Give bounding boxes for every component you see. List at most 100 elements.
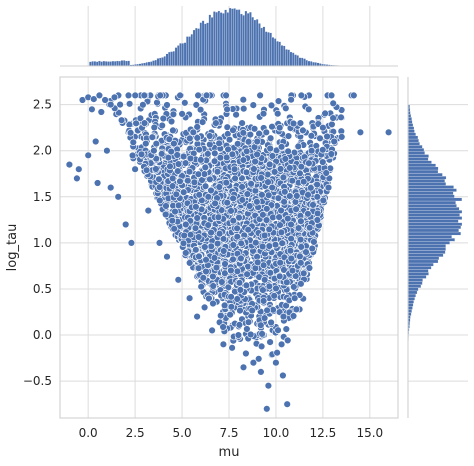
- scatter-point: [229, 217, 238, 225]
- scatter-point: [213, 168, 222, 176]
- marginal-x-bar: [197, 28, 200, 67]
- scatter-point: [238, 119, 246, 127]
- scatter-point: [131, 91, 139, 100]
- scatter-point: [283, 400, 291, 408]
- scatter-point: [350, 91, 358, 100]
- scatter-point: [201, 182, 210, 190]
- scatter-point: [287, 235, 295, 243]
- scatter-point: [259, 297, 268, 305]
- marginal-x-bar: [282, 45, 286, 67]
- marginal-x-bar: [145, 62, 149, 67]
- marginal-y-bar: [407, 256, 440, 261]
- scatter-point: [110, 93, 119, 102]
- scatter-point: [169, 126, 177, 135]
- scatter-point: [289, 312, 298, 320]
- scatter-point: [121, 220, 130, 229]
- scatter-point: [155, 239, 164, 247]
- marginal-x-bar: [305, 59, 308, 67]
- scatter-point: [128, 151, 137, 160]
- scatter-point: [158, 150, 166, 158]
- scatter-point: [124, 91, 133, 100]
- scatter-point: [288, 177, 296, 185]
- scatter-point: [384, 128, 393, 137]
- scatter-point: [176, 91, 184, 100]
- scatter-point: [219, 235, 228, 243]
- scatter-point: [277, 340, 286, 348]
- x-tick-label: 0.0: [79, 426, 98, 440]
- marginal-x-bar: [213, 11, 216, 67]
- scatter-point: [65, 160, 74, 169]
- scatter-point: [235, 214, 243, 222]
- scatter-point: [271, 168, 279, 176]
- marginal-x-bar: [217, 10, 221, 67]
- marginal-y-bar: [407, 303, 414, 307]
- scatter-point: [221, 260, 229, 268]
- scatter-point: [251, 157, 259, 166]
- scatter-point: [268, 122, 276, 131]
- scatter-point: [299, 126, 307, 135]
- scatter-point: [191, 224, 200, 232]
- scatter-point: [213, 239, 222, 248]
- scatter-point: [156, 91, 164, 100]
- scatter-point: [313, 209, 322, 218]
- scatter-point: [305, 105, 313, 114]
- scatter-point: [255, 355, 263, 363]
- scatter-point: [152, 140, 161, 148]
- scatter-point: [304, 210, 312, 218]
- scatter-point: [238, 183, 246, 191]
- marginal-x-bar: [181, 43, 185, 67]
- scatter-point: [243, 147, 251, 156]
- scatter-point: [293, 192, 301, 200]
- scatter-point: [262, 216, 271, 224]
- marginal-y-bar: [407, 244, 446, 248]
- y-tick-label: 1.0: [33, 236, 52, 250]
- scatter-point: [156, 196, 164, 205]
- scatter-point: [181, 159, 190, 167]
- marginal-x-histogram: [89, 7, 340, 67]
- marginal-y-bar: [407, 210, 463, 214]
- scatter-point: [179, 239, 188, 248]
- marginal-y-bar: [407, 296, 415, 301]
- scatter-point: [277, 143, 286, 151]
- marginal-y-bar: [407, 238, 455, 242]
- scatter-point: [284, 132, 293, 140]
- marginal-x-bar: [98, 60, 101, 67]
- marginal-y-bar: [407, 197, 463, 202]
- scatter-point: [150, 147, 158, 155]
- scatter-point: [228, 344, 236, 352]
- scatter-point: [189, 128, 198, 137]
- scatter-point: [240, 104, 248, 113]
- scatter-point: [329, 99, 337, 108]
- scatter-point: [152, 155, 160, 163]
- y-tick-labels: −0.5 0.0 0.5 1.0 1.5 2.0 2.5: [23, 98, 52, 388]
- scatter-point: [233, 233, 242, 241]
- marginal-y-bar: [407, 166, 439, 171]
- marginal-y-bar: [407, 228, 459, 233]
- scatter-point: [307, 184, 315, 192]
- scatter-point: [249, 101, 258, 109]
- scatter-point: [125, 100, 134, 108]
- scatter-point: [223, 105, 231, 114]
- scatter-point: [193, 214, 201, 222]
- scatter-points: [65, 91, 393, 413]
- scatter-point: [186, 154, 195, 163]
- marginal-x-bar: [89, 61, 92, 67]
- scatter-point: [338, 133, 346, 141]
- marginal-x-bar: [269, 32, 272, 67]
- scatter-point: [265, 242, 273, 250]
- scatter-point: [167, 117, 176, 126]
- scatter-point: [185, 168, 194, 176]
- scatter-point: [266, 160, 274, 169]
- scatter-point: [236, 306, 244, 315]
- scatter-point: [296, 235, 305, 244]
- scatter-point: [290, 283, 298, 291]
- scatter-point: [153, 98, 161, 107]
- scatter-point: [208, 326, 216, 335]
- scatter-point: [258, 242, 267, 251]
- scatter-point: [267, 318, 275, 327]
- marginal-y-bar: [407, 284, 422, 288]
- marginal-x-bar: [161, 57, 164, 67]
- scatter-point: [222, 91, 230, 100]
- scatter-point: [266, 134, 275, 142]
- marginal-x-bar: [116, 60, 119, 67]
